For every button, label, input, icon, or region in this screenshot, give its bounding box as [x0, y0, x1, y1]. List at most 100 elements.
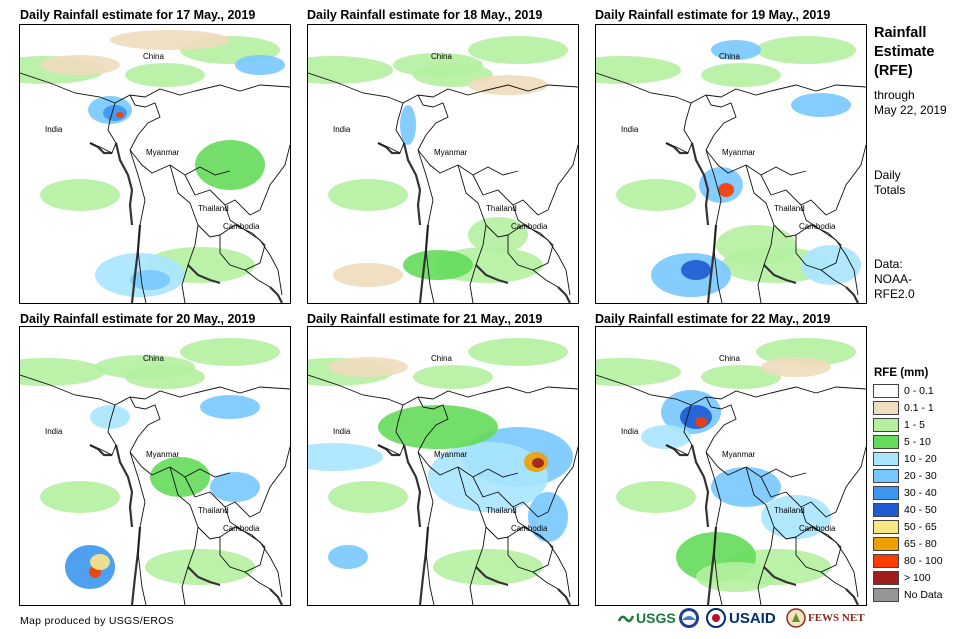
country-label: Thailand [198, 204, 229, 213]
usgs-logo-text: USGS [636, 610, 676, 626]
fewsnet-logo-text: FEWS NET [808, 612, 865, 624]
country-border [770, 386, 866, 394]
country-border [194, 84, 290, 92]
country-border [197, 224, 221, 238]
coastline [269, 286, 283, 303]
country-border [89, 404, 117, 456]
country-label: Cambodia [799, 222, 836, 231]
coastline [557, 588, 571, 605]
country-borders [20, 374, 290, 605]
map-canvas: China India Myanmar Thailand Cambodia [596, 36, 866, 303]
legend-label: 0.1 - 1 [904, 402, 934, 414]
country-label: India [45, 427, 63, 436]
country-border [485, 224, 509, 238]
rainfall-map-17-may: China India Myanmar Thailand Cambodia [19, 24, 291, 304]
country-border [773, 224, 797, 238]
rainfall-area [103, 105, 127, 121]
daily-totals: Daily Totals [874, 168, 905, 198]
rainfall-area [718, 183, 734, 197]
rainfall-area [308, 56, 393, 84]
side-title-line-2: Estimate [874, 44, 935, 60]
country-label: China [719, 354, 740, 363]
country-border [417, 396, 449, 453]
country-border [596, 374, 772, 406]
country-border [377, 404, 405, 456]
fewsnet-logo: FEWS NET [786, 607, 865, 629]
noaa-emblem-icon [679, 608, 699, 628]
rainfall-area [695, 417, 707, 427]
legend-item: No Data [873, 587, 943, 603]
rainfall-area [596, 56, 681, 84]
fewsnet-emblem-icon [786, 608, 806, 628]
country-border [169, 466, 199, 605]
country-border [417, 451, 435, 605]
country-label: China [143, 52, 164, 61]
rainfall-area [40, 179, 120, 211]
legend-label: 1 - 5 [904, 419, 926, 431]
rainfall-layer [596, 338, 856, 592]
coastline [114, 444, 134, 528]
legend-swatch [873, 452, 899, 466]
country-border [665, 102, 693, 154]
country-border [244, 571, 271, 590]
rainfall-map-22-may: China India Myanmar Thailand Cambodia [595, 326, 867, 606]
panel-title-1: Daily Rainfall estimate for 17 May., 201… [20, 8, 256, 22]
coastline [187, 566, 221, 587]
rainfall-area [616, 481, 696, 513]
rainfall-area [532, 458, 544, 468]
country-border [129, 94, 161, 151]
legend-swatch [873, 469, 899, 483]
rainfall-area [333, 263, 403, 287]
country-border [482, 84, 578, 92]
country-borders [308, 374, 578, 605]
legend-item: 20 - 30 [873, 468, 937, 484]
country-label: China [431, 52, 452, 61]
coastline [690, 142, 710, 226]
country-border [129, 451, 147, 605]
country-border [795, 224, 842, 271]
legend-swatch [873, 537, 899, 551]
coastline [763, 566, 797, 587]
legend-item: 65 - 80 [873, 536, 937, 552]
country-border [417, 451, 519, 478]
coastline [269, 588, 283, 605]
totals-label: Totals [874, 183, 906, 197]
country-border [244, 269, 271, 288]
country-label: India [621, 125, 639, 134]
country-border [705, 451, 807, 478]
legend-item: 1 - 5 [873, 417, 925, 433]
rainfall-map-18-may: China India Myanmar Thailand Cambodia [307, 24, 579, 304]
rainfall-area [403, 250, 473, 280]
map-canvas: China India Myanmar Thailand Cambodia [20, 30, 290, 303]
usaid-logo-text: USAID [729, 609, 776, 627]
rainfall-area [125, 63, 205, 87]
rainfall-area [413, 365, 493, 389]
usgs-wave-icon [618, 615, 634, 623]
country-label: Thailand [774, 506, 805, 515]
country-border [194, 386, 290, 394]
legend-swatch [873, 435, 899, 449]
country-border [417, 94, 449, 151]
rainfall-layer [596, 36, 861, 297]
data-source-1: NOAA- [874, 272, 913, 286]
side-title-line-3: (RFE) [874, 63, 913, 79]
country-label: Myanmar [722, 148, 756, 157]
coastline [187, 264, 221, 285]
usaid-seal-icon [706, 608, 726, 628]
rainfall-area [711, 467, 781, 507]
rainfall-area [116, 112, 124, 118]
rainfall-area [716, 225, 796, 265]
rainfall-area [328, 179, 408, 211]
country-border [482, 386, 578, 394]
country-label: Myanmar [434, 148, 468, 157]
credit-text: Map produced by USGS/EROS [20, 615, 174, 627]
country-borders [596, 72, 866, 303]
rainfall-area [195, 140, 265, 190]
country-border [219, 224, 266, 271]
rainfall-area [235, 55, 285, 75]
country-label: China [431, 354, 452, 363]
country-border [259, 144, 290, 211]
country-border [745, 164, 775, 303]
rainfall-area [40, 55, 120, 75]
map-canvas: China India Myanmar Thailand Cambodia [596, 338, 866, 605]
